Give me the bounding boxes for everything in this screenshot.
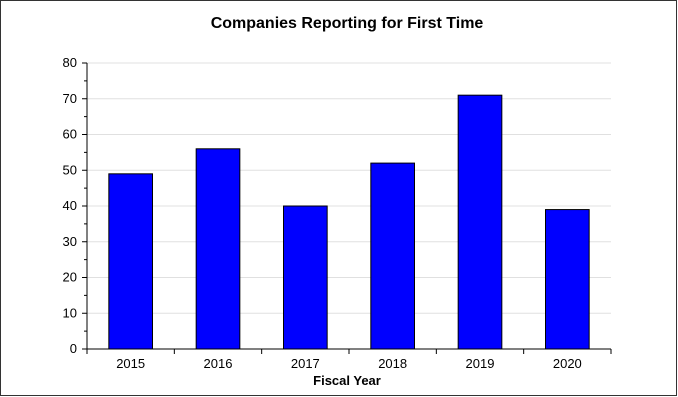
x-axis-label: Fiscal Year xyxy=(313,373,381,388)
bar xyxy=(545,209,590,350)
grid-lines xyxy=(87,62,611,314)
x-tick-label: 2020 xyxy=(553,356,582,371)
x-tick-label: 2019 xyxy=(466,356,495,371)
y-tick-label: 40 xyxy=(63,198,77,213)
y-tick-label: 20 xyxy=(63,270,77,285)
y-tick-label: 30 xyxy=(63,234,77,249)
bar xyxy=(283,205,328,350)
y-axis-ticks: 0 10 20 30 40 50 60 70 80 xyxy=(63,55,87,356)
chart-title: Companies Reporting for First Time xyxy=(211,15,484,32)
x-tick-label: 2017 xyxy=(291,356,320,371)
bar xyxy=(370,162,416,350)
bar xyxy=(457,94,503,350)
x-tick-label: 2016 xyxy=(204,356,233,371)
x-axis-ticks: 2015 2016 2017 2018 2019 2020 xyxy=(86,349,612,371)
bar xyxy=(195,148,241,350)
y-tick-label: 60 xyxy=(63,127,77,142)
bar xyxy=(108,173,154,350)
y-tick-label: 50 xyxy=(63,162,77,177)
x-tick-label: 2018 xyxy=(378,356,407,371)
y-tick-label: 70 xyxy=(63,91,77,106)
bars xyxy=(108,94,590,350)
x-tick-label: 2015 xyxy=(116,356,145,371)
y-tick-label: 80 xyxy=(63,55,77,70)
y-tick-label: 0 xyxy=(70,341,77,356)
y-tick-label: 10 xyxy=(63,305,77,320)
